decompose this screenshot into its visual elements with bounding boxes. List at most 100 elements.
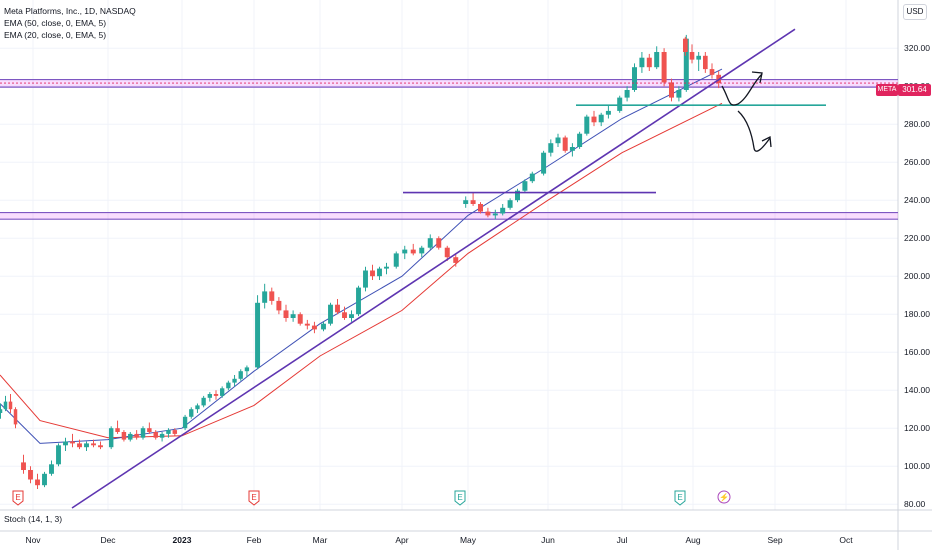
candle-body: [683, 38, 688, 52]
candle-body: [13, 409, 18, 425]
price-axis[interactable]: 80.00 100.00 120.00 140.00 160.00 180.00 200.0…: [904, 43, 930, 509]
time-tick-label: Dec: [100, 535, 116, 545]
price-tick-label: 100.00: [904, 461, 930, 471]
candle-body: [140, 428, 146, 438]
candle-body: [500, 207, 506, 214]
candle-body: [555, 137, 561, 144]
candle-body: [683, 38, 689, 90]
candle-body: [646, 57, 652, 68]
earnings-marker-shape: [12, 490, 24, 506]
candle-body: [356, 287, 361, 315]
candle-body: [70, 441, 75, 444]
time-tick-label: Jul: [617, 535, 628, 545]
candle-body: [598, 114, 604, 123]
candle-body: [244, 367, 250, 372]
candle-body: [562, 137, 568, 151]
dividend-marker-shape: [717, 490, 731, 504]
earnings-marker-shape: [674, 490, 686, 506]
time-tick-label: Nov: [25, 535, 41, 545]
bearish-arrow-head: [761, 135, 772, 148]
candle-body: [269, 291, 275, 301]
candle-body: [427, 238, 433, 248]
trendline: [71, 28, 796, 509]
candle-body: [262, 291, 268, 303]
candle-body: [77, 443, 82, 448]
candle-body: [470, 200, 476, 204]
candle-body: [529, 173, 535, 182]
candle-body: [453, 257, 459, 263]
candle-body: [605, 110, 611, 115]
time-tick-label: 2023: [173, 535, 192, 545]
time-axis[interactable]: Nov Dec 2023 Feb Mar Apr May Jun Jul Aug Sep Oct: [25, 535, 853, 545]
candle-body: [108, 428, 114, 448]
price-tick-label: 80.00: [904, 499, 926, 509]
candle-body: [485, 211, 491, 216]
candle-body: [617, 97, 623, 111]
event-markers[interactable]: E E E E ⚡: [12, 490, 731, 506]
candle-body: [363, 270, 368, 288]
candle-body: [128, 433, 133, 440]
earnings-marker[interactable]: E: [248, 490, 260, 506]
candle-body: [189, 409, 194, 417]
earnings-marker[interactable]: E: [674, 490, 686, 506]
time-tick-label: Sep: [767, 535, 782, 545]
candle-body: [522, 181, 528, 191]
candle-body: [591, 116, 597, 123]
candle-body: [220, 388, 225, 396]
event-marker-label: E: [457, 493, 462, 502]
earnings-marker-shape: [248, 490, 260, 506]
earnings-marker-shape: [454, 490, 466, 506]
candle-body: [147, 428, 152, 432]
price-tick-label: 160.00: [904, 347, 930, 357]
stoch-legend[interactable]: Stoch (14, 1, 3): [4, 514, 63, 524]
candle-body: [42, 473, 47, 486]
candle-body: [654, 52, 660, 68]
candle-body: [21, 462, 26, 470]
event-marker-label: E: [15, 493, 20, 502]
candle-body: [321, 323, 326, 330]
candle-body: [584, 116, 590, 134]
candle-body: [410, 249, 416, 254]
last-price-badge: 301.64: [898, 84, 931, 96]
candle-body: [172, 430, 178, 434]
chart-title[interactable]: Meta Platforms, Inc., 1D, NASDAQ: [4, 6, 136, 16]
bullish-arrow-path: [721, 73, 763, 106]
currency-button[interactable]: USD: [903, 4, 927, 20]
candle-body: [159, 433, 165, 438]
candle-body: [121, 432, 127, 440]
candle-body: [56, 445, 61, 465]
candle-body: [213, 394, 219, 396]
candle-body: [3, 401, 8, 410]
candle-body: [283, 310, 289, 318]
candle-body: [195, 405, 200, 410]
candle-body: [696, 55, 701, 60]
candle-body: [492, 213, 498, 216]
candle-body: [98, 445, 103, 448]
time-tick-label: Aug: [685, 535, 700, 545]
candles: [0, 34, 721, 489]
earnings-marker[interactable]: ⚡: [717, 490, 731, 504]
candle-body: [182, 416, 188, 429]
earnings-marker[interactable]: E: [454, 490, 466, 506]
candle-body: [49, 464, 54, 474]
candle-body: [478, 204, 483, 212]
candle-body: [689, 52, 695, 60]
bearish-arrow-path: [737, 110, 771, 152]
candle-body: [63, 441, 68, 446]
candle-body: [28, 470, 33, 480]
candle-body: [276, 300, 282, 311]
earnings-marker[interactable]: E: [12, 490, 24, 506]
ema50-line: [0, 102, 723, 439]
candle-body: [8, 401, 13, 410]
time-tick-label: Oct: [839, 535, 853, 545]
candle-body: [134, 433, 139, 438]
horizontal-zones: [0, 78, 898, 220]
candle-body: [444, 247, 450, 258]
price-tick-label: 220.00: [904, 233, 930, 243]
ema50-legend[interactable]: EMA (50, close, 0, EMA, 5): [4, 18, 107, 28]
candle-body: [541, 152, 547, 174]
price-tick-label: 320.00: [904, 43, 930, 53]
ema20-legend[interactable]: EMA (20, close, 0, EMA, 5): [4, 30, 107, 40]
